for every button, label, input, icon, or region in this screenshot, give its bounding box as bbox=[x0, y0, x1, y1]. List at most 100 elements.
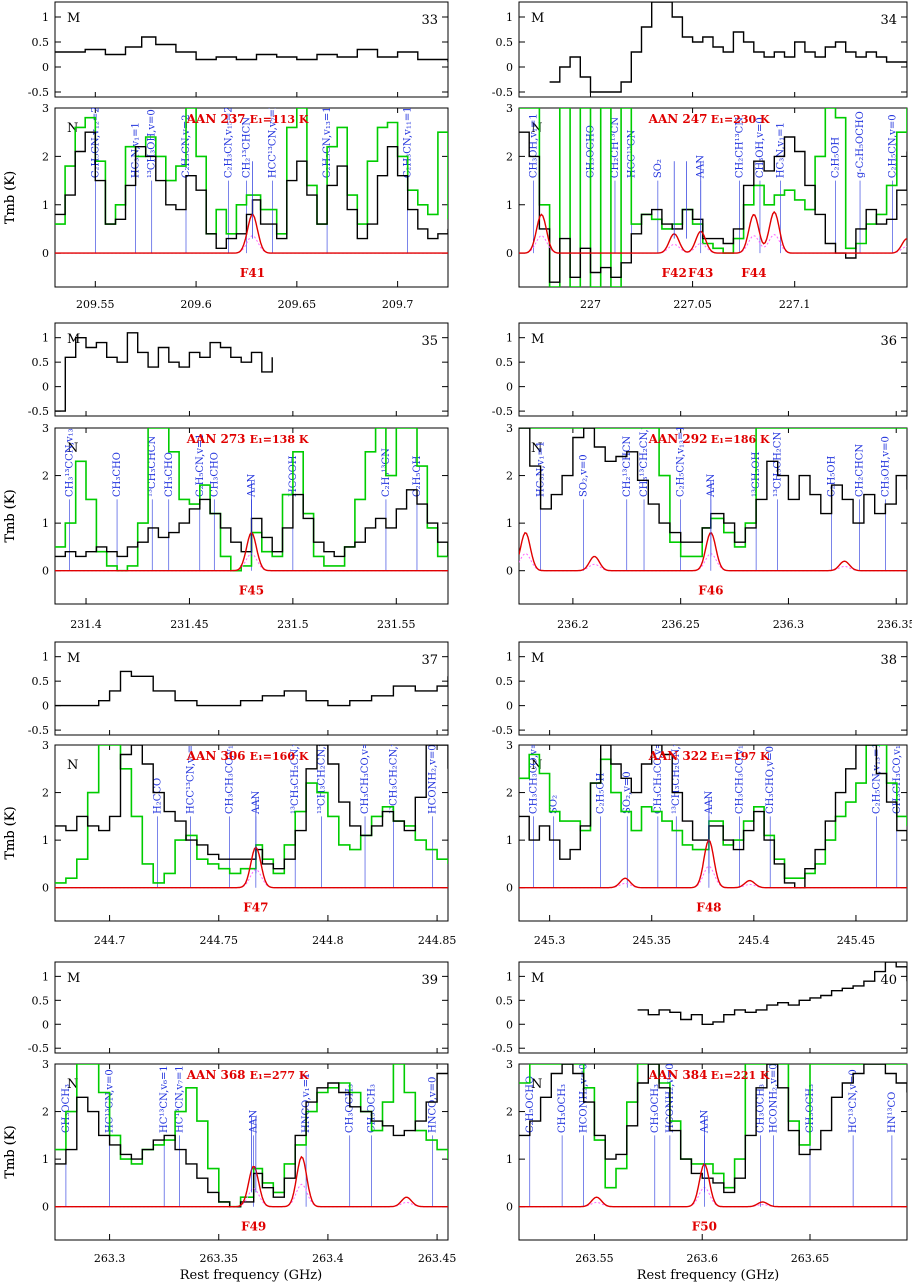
panel-n-plot: HC₃N,v₁=1 SO₂,v=0 CH₂¹³CHCN CH₃¹³CH₂CN,v=0 C… bbox=[519, 428, 907, 572]
molecule-label: ¹³CH₃CHCN bbox=[147, 436, 158, 497]
y-tick-label-n: 3 bbox=[42, 739, 49, 752]
molecule-label: CH₃CH₃CO,v=0 bbox=[360, 734, 371, 814]
y-tick-label-m: -0.5 bbox=[492, 1042, 513, 1055]
panel-n-plot: CH₃CH₃CO,v=0 SO₂ C₂H₅OH SO₂,v=0 CH₃CH₃CO,v=0… bbox=[519, 726, 907, 889]
molecule-label: HNCO,v=0 bbox=[428, 1077, 439, 1133]
spectrum-n-model-aan bbox=[519, 1162, 907, 1208]
x-tick-label: 231.45 bbox=[170, 618, 209, 631]
panel-n-plot: CH₃¹³CCN,v₁₃=1 CH₃CHO ¹³CH₃CHCN CH₃CHO C₂H₅C… bbox=[55, 414, 448, 572]
spectrum-n-model-all bbox=[55, 745, 448, 884]
molecule-label: HC¹³CN,v₇=1 bbox=[174, 1065, 185, 1133]
y-axis-label: Tmb (K) bbox=[3, 171, 18, 224]
panel-n-frame bbox=[54, 427, 449, 605]
y-axis-label: Tmb (K) bbox=[3, 806, 18, 859]
y-tick-label-m: 0 bbox=[42, 1018, 49, 1031]
molecule-label: CH₃CH₃CO,v₁=1 bbox=[735, 730, 746, 814]
y-tick-label-m: -0.5 bbox=[28, 724, 49, 737]
y-tick-label-m: 0.5 bbox=[32, 675, 50, 688]
spectrum-n-model-aan bbox=[519, 839, 907, 889]
y-tick-label-m: 0.5 bbox=[32, 36, 50, 49]
upper-energy-label: E₁=230 K bbox=[711, 113, 770, 126]
x-tick-label: 263.55 bbox=[575, 1252, 614, 1265]
y-tick-label-m: 0 bbox=[42, 61, 49, 74]
molecule-label: ¹³CH₃CH₂CN,v=0 bbox=[388, 726, 399, 814]
y-tick-label-m: -0.5 bbox=[28, 86, 49, 99]
panel-m-frame bbox=[54, 1, 449, 98]
x-tick-label: 236.35 bbox=[877, 618, 912, 631]
molecule-label: CH₃¹³CCN,v₁₃=1 bbox=[64, 414, 75, 497]
molecule-label: CH₃OCH₃ bbox=[557, 1084, 568, 1133]
panel-tag-n: N bbox=[67, 758, 78, 773]
molecule-label: C₂H₅CN,v₁₃=1 bbox=[871, 742, 882, 814]
spectrum-m-observed bbox=[55, 332, 273, 412]
x-tick-label: 209.7 bbox=[382, 298, 414, 311]
y-tick-label-m: 0.5 bbox=[496, 36, 514, 49]
aan-transition-label: AAN 247 bbox=[648, 112, 708, 126]
y-tick-label-m: -0.5 bbox=[492, 86, 513, 99]
spectrum-n-model-aan bbox=[519, 531, 907, 572]
upper-energy-label: E₁=186 K bbox=[711, 433, 770, 446]
y-tick-label-m: 1 bbox=[42, 332, 49, 345]
molecule-label: CH₂¹³CHCN bbox=[622, 436, 633, 497]
panel-38: -0.5 0 0.5 1 0 1 2 3 245.3 245.35 245.4 245.45 Tmb (… bbox=[3, 641, 908, 947]
panel-33: -0.5 0 0.5 1 0 1 2 3 209.55 209.6 209.65 209.7 Tmb (… bbox=[3, 1, 449, 311]
upper-energy-label: E₁=138 K bbox=[250, 433, 309, 446]
upper-energy-label: E₁=113 K bbox=[250, 113, 309, 126]
y-tick-label-n: 0 bbox=[42, 882, 49, 895]
y-tick-label-n: 1 bbox=[42, 517, 49, 530]
molecule-label: ¹³CH₃CH₂CN,v=0 bbox=[671, 726, 682, 814]
x-tick-label: 244.75 bbox=[200, 934, 239, 947]
spectrum-n-observed bbox=[55, 745, 448, 870]
molecule-label: CH₃OH,v=0 bbox=[880, 436, 891, 497]
y-tick-label-n: 3 bbox=[506, 739, 513, 752]
x-tick-label: 245.3 bbox=[534, 934, 566, 947]
y-tick-label-m: 0 bbox=[42, 700, 49, 713]
molecule-label: C₂H₅CN,v=1 bbox=[195, 433, 206, 497]
aan-transition-label: AAN 322 bbox=[648, 749, 708, 763]
x-tick-label: 263.65 bbox=[791, 1252, 830, 1265]
panel-number: 34 bbox=[880, 13, 897, 28]
spectrum-n-model-all bbox=[519, 108, 907, 287]
panel-tag-n: N bbox=[531, 121, 542, 136]
panel-m-frame bbox=[54, 322, 449, 417]
y-tick-label-n: 0 bbox=[42, 247, 49, 260]
feature-label: F47 bbox=[243, 901, 268, 915]
feature-label: F50 bbox=[692, 1220, 717, 1234]
panel-tag-m: M bbox=[531, 11, 544, 26]
y-axis-label: Tmb (K) bbox=[3, 1125, 18, 1178]
molecule-label: AAN bbox=[699, 1110, 710, 1134]
molecule-label: SO₂ bbox=[549, 795, 560, 814]
x-axis-label-left: Rest frequency (GHz) bbox=[180, 1268, 322, 1283]
y-tick-label-n: 0 bbox=[506, 882, 513, 895]
panel-n-frame bbox=[518, 107, 908, 288]
y-tick-label-n: 1 bbox=[42, 1153, 49, 1166]
molecule-label: C₂H₅CN,v₁₃=1 bbox=[322, 106, 333, 178]
panel-tag-m: M bbox=[531, 332, 544, 347]
spectrum-n-observed bbox=[519, 1064, 907, 1194]
molecule-label: SO₂ bbox=[653, 159, 664, 178]
x-tick-label: 263.45 bbox=[418, 1252, 457, 1265]
panel-37: -0.5 0 0.5 1 0 1 2 3 244.7 244.75 244.8 244.85 Tmb (… bbox=[3, 641, 456, 947]
x-tick-label: 227.1 bbox=[779, 298, 811, 311]
panel-tag-n: N bbox=[531, 441, 542, 456]
panel-39: -0.5 0 0.5 1 0 1 2 3 263.3 263.35 263.4 263.45 Tmb (… bbox=[3, 961, 457, 1265]
y-tick-label-m: 0 bbox=[506, 381, 513, 394]
feature-label: F41 bbox=[240, 266, 265, 280]
x-tick-label: 209.6 bbox=[180, 298, 212, 311]
y-tick-label-n: 0 bbox=[42, 565, 49, 578]
molecule-label: CH₃OCH₃ bbox=[367, 1084, 378, 1133]
aan-transition-label: AAN 292 bbox=[648, 432, 708, 446]
x-tick-label: 231.4 bbox=[70, 618, 102, 631]
feature-label: F48 bbox=[696, 901, 721, 915]
spectrum-m-observed bbox=[55, 670, 448, 707]
molecule-label: HCC¹³CN,v₇=2 bbox=[268, 103, 279, 178]
molecule-label: AAN bbox=[696, 155, 707, 179]
aan-transition-label: AAN 368 bbox=[186, 1068, 246, 1082]
feature-label: F44 bbox=[741, 266, 766, 280]
y-tick-label-n: 0 bbox=[506, 565, 513, 578]
panel-number: 35 bbox=[421, 334, 438, 349]
y-tick-label-n: 2 bbox=[506, 470, 513, 483]
molecule-label: C₂H₅OH bbox=[412, 455, 423, 497]
spectrum-n-observed bbox=[519, 745, 907, 889]
